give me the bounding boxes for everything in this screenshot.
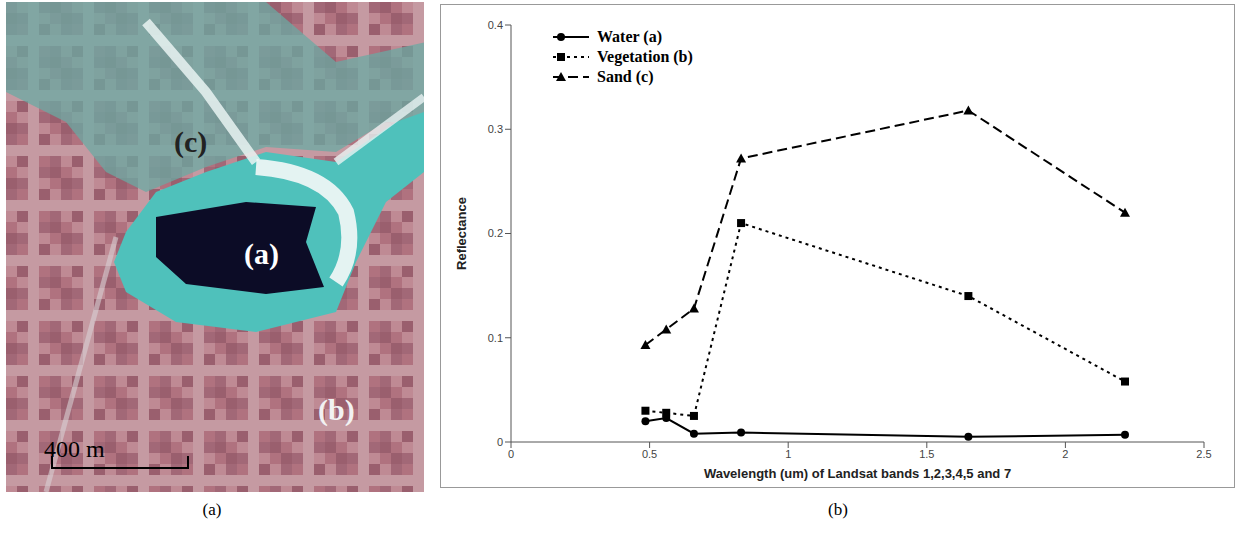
svg-text:1: 1 [785,448,791,460]
svg-text:(b): (b) [318,393,355,427]
svg-text:Wavelength (um) of Landsat ban: Wavelength (um) of Landsat bands 1,2,3,4… [704,466,1011,481]
svg-text:0.3: 0.3 [488,123,503,135]
svg-text:Reflectance: Reflectance [454,197,469,270]
html-text:(b): (b) [828,500,848,519]
html-text:(a): (a) [202,500,222,519]
svg-text:(a): (a) [244,237,279,271]
svg-text:2.5: 2.5 [1196,448,1211,460]
svg-text:0.2: 0.2 [488,227,503,239]
html-text:Vegetation (b): Vegetation (b) [597,48,693,65]
svg-text:1.5: 1.5 [919,448,934,460]
svg-text:2: 2 [1062,448,1068,460]
svg-text:0.4: 0.4 [488,19,503,31]
svg-text:400 m: 400 m [44,436,105,462]
svg-text:0.1: 0.1 [488,332,503,344]
html-text:Water (a): Water (a) [597,28,662,45]
svg-text:0: 0 [508,448,514,460]
svg-text:0: 0 [497,436,503,448]
svg-text:0.5: 0.5 [642,448,657,460]
svg-text:(c): (c) [174,125,207,159]
html-text:Sand (c): Sand (c) [597,68,654,85]
